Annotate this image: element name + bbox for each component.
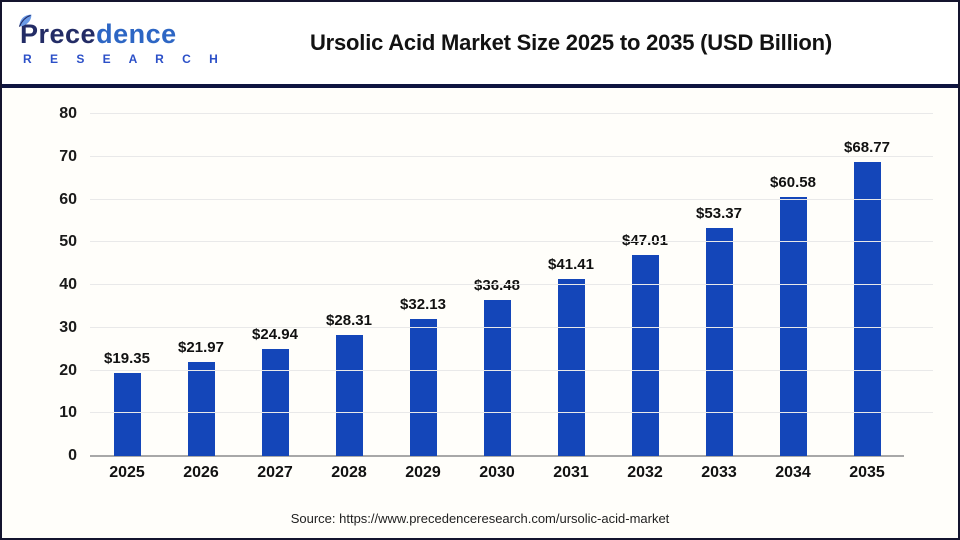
bar-value-label: $36.48	[474, 277, 520, 295]
x-tick-label: 2025	[109, 464, 145, 481]
chart-section: $19.35 $21.97 $24.94 $28.31 $32.13 $36.48 $41.…	[2, 88, 958, 538]
y-tick-label: 40	[59, 276, 77, 293]
gridline	[90, 369, 933, 371]
bar	[409, 318, 437, 456]
bar-group: $32.13	[386, 114, 460, 456]
x-axis-line	[90, 455, 904, 457]
bar	[335, 334, 363, 456]
y-tick-label: 50	[59, 233, 77, 251]
bar-group: $53.37	[682, 114, 756, 456]
x-tick-label: 2030	[479, 464, 515, 481]
gridline	[90, 198, 933, 200]
source-citation: Source: https://www.precedenceresearch.c…	[290, 511, 670, 526]
logo-text-part2: dence	[96, 18, 177, 49]
y-tick-label: 10	[59, 404, 77, 422]
bar-value-label: $68.77	[844, 139, 890, 157]
plot-area: $19.35 $21.97 $24.94 $28.31 $32.13 $36.48 $41.…	[59, 105, 933, 464]
y-tick-label: 80	[59, 105, 77, 122]
bar	[483, 300, 511, 456]
bar-group: $21.97	[164, 114, 238, 456]
bar-value-label: $28.31	[326, 311, 372, 329]
bar	[261, 349, 289, 456]
gridline	[90, 155, 933, 157]
bar-value-label: $47.01	[622, 232, 668, 250]
bar-value-label: $24.94	[252, 326, 298, 344]
logo-text-part1: Prece	[20, 18, 97, 49]
bar-group: $68.77	[830, 114, 904, 456]
bar-value-label: $19.35	[104, 350, 150, 368]
logo-subtitle: R E S E A R C H	[23, 51, 226, 66]
bar-group: $24.94	[238, 114, 312, 456]
x-tick-label: 2035	[849, 464, 885, 481]
gridline	[90, 284, 933, 285]
x-tick-label: 2029	[405, 464, 441, 481]
bar-group: $47.01	[608, 114, 682, 456]
bar-value-label: $32.13	[400, 295, 446, 313]
x-tick-label: 2028	[331, 464, 367, 481]
y-tick-label: 20	[59, 361, 77, 379]
y-tick-label: 60	[59, 190, 77, 208]
bar	[705, 227, 733, 456]
logo-wordmark: Precedence	[18, 14, 232, 49]
leaf-icon	[18, 14, 32, 27]
bar-group: $60.58	[756, 114, 830, 456]
precedence-research-logo: Precedence R E S E A R C H	[18, 14, 232, 66]
bar	[187, 362, 215, 456]
gridline	[90, 326, 933, 328]
x-tick-label: 2032	[627, 464, 663, 481]
bar-value-label: $21.97	[178, 339, 224, 357]
gridline	[90, 412, 933, 414]
bars-row: $19.35 $21.97 $24.94 $28.31 $32.13 $36.48 $41.…	[90, 114, 904, 456]
x-tick-label: 2034	[775, 464, 811, 481]
header: Precedence R E S E A R C H Ursolic Acid …	[2, 2, 958, 84]
gridline	[90, 241, 933, 243]
bar-value-label: $60.58	[770, 174, 816, 192]
bar	[113, 373, 141, 456]
bar-value-label: $53.37	[696, 204, 742, 222]
y-tick-label: 70	[59, 147, 77, 165]
bar	[557, 278, 585, 456]
bar-group: $36.48	[460, 114, 534, 456]
x-tick-label: 2033	[701, 464, 737, 481]
gridline	[90, 113, 933, 114]
x-tick-label: 2027	[257, 464, 293, 481]
bar-group: $28.31	[312, 114, 386, 456]
header-divider	[2, 84, 958, 88]
x-tick-label: 2026	[183, 464, 219, 481]
y-tick-label: 30	[59, 318, 77, 336]
page-title: Ursolic Acid Market Size 2025 to 2035 (U…	[309, 30, 833, 55]
x-tick-label: 2031	[553, 464, 589, 481]
bar-group: $41.41	[534, 114, 608, 456]
bar	[853, 162, 881, 456]
x-axis-labels: 2025 2026 2027 2028 2029 2030 2031 2032 2033 2034…	[90, 464, 904, 482]
y-tick-label: 0	[68, 447, 77, 464]
bar-value-label: $41.41	[548, 255, 594, 273]
bar	[631, 255, 659, 456]
bar-group: $19.35	[90, 114, 164, 456]
